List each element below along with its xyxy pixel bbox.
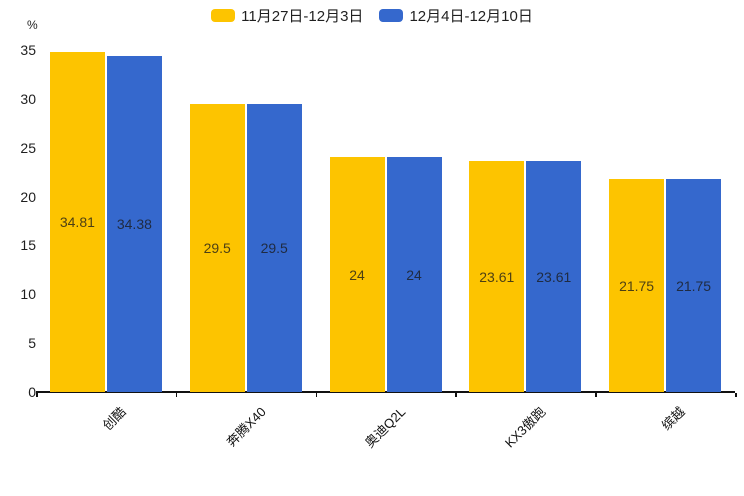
bar-创酷-series-2 (106, 56, 162, 392)
bar-KX3傲跑-series-2 (526, 161, 582, 392)
bar-value-label: 24 (406, 266, 422, 283)
y-tick-label: 35 (20, 42, 36, 58)
bar-value-label: 24 (349, 266, 365, 283)
legend-label: 12月4日-12月10日 (409, 7, 533, 25)
x-axis-tick (455, 393, 457, 397)
x-category-label[interactable]: 创酷 (99, 404, 129, 434)
bar-value-label: 29.5 (260, 239, 288, 256)
y-tick-label: 0 (28, 384, 36, 400)
y-tick-label: 10 (20, 286, 36, 303)
legend-swatch-icon (211, 8, 236, 22)
bar-缤越-series-2 (666, 179, 722, 392)
x-axis-line (36, 391, 735, 393)
legend-item-series-1[interactable]: 11月27日-12月3日 (211, 5, 363, 26)
y-tick-label: 15 (20, 237, 36, 254)
x-category-label[interactable]: 奥迪Q2L (361, 404, 409, 451)
x-axis-tick (595, 393, 597, 397)
x-category-label[interactable]: KX3傲跑 (501, 404, 549, 451)
legend-swatch-icon (379, 8, 404, 22)
y-tick-label: 20 (20, 188, 36, 205)
bar-value-label: 34.38 (116, 216, 152, 233)
bar-value-label: 29.5 (203, 239, 231, 256)
legend-label: 11月27日-12月3日 (241, 7, 364, 25)
bar-value-label: 23.61 (479, 268, 515, 285)
chart-legend: 11月27日-12月3日 12月4日-12月10日 (0, 5, 744, 25)
bar-缤越-series-1 (609, 179, 665, 392)
legend-item-series-2[interactable]: 12月4日-12月10日 (379, 5, 533, 26)
bar-奔腾X40-series-2 (246, 103, 302, 392)
bar-奔腾X40-series-1 (189, 103, 245, 392)
x-axis-tick (175, 393, 178, 397)
x-axis-tick (315, 393, 318, 397)
y-axis-unit-label: % (27, 18, 38, 32)
x-axis-tick (735, 393, 737, 397)
y-tick-label: 30 (20, 90, 36, 107)
bar-奥迪Q2L-series-1 (329, 157, 385, 392)
x-category-label[interactable]: 缤越 (658, 404, 688, 434)
y-tick-label: 5 (28, 335, 36, 352)
x-axis-tick (36, 393, 38, 397)
x-category-label[interactable]: 奔腾X40 (223, 404, 269, 450)
bar-创酷-series-1 (49, 51, 105, 392)
y-tick-label: 25 (20, 139, 36, 156)
bar-KX3傲跑-series-1 (469, 161, 525, 392)
bar-奥迪Q2L-series-2 (386, 157, 442, 392)
bar-value-label: 23.61 (536, 268, 572, 285)
bar-value-label: 21.75 (676, 277, 712, 294)
bar-value-label: 21.75 (619, 277, 655, 294)
bar-value-label: 34.81 (59, 213, 95, 230)
